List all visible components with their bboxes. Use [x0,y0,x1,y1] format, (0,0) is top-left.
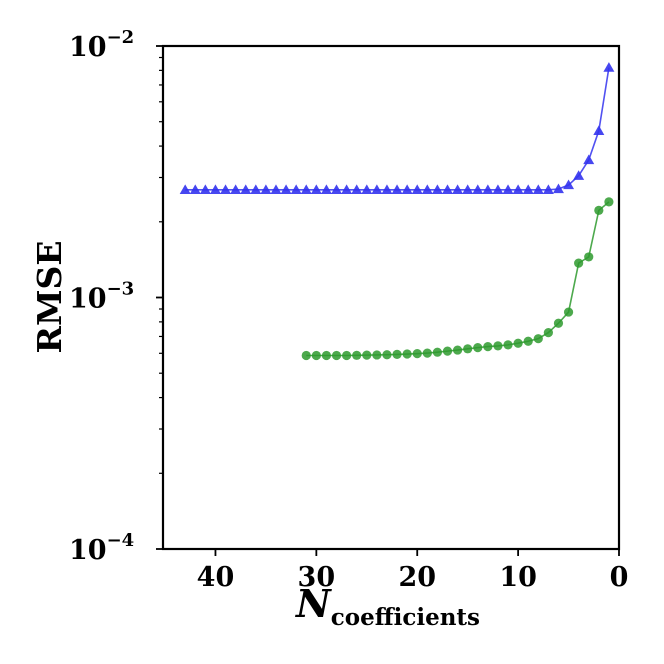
data-point [290,184,302,194]
data-point [372,350,382,360]
series-line [185,67,610,191]
data-point [179,184,191,194]
data-point [542,184,554,194]
x-tick-label: 30 [298,562,336,593]
data-point [412,349,422,359]
x-tick-label: 0 [610,562,629,593]
data-point [382,350,392,360]
data-point [352,350,362,360]
data-point [391,184,403,194]
data-point [392,349,402,359]
data-point [301,350,311,361]
data-point [371,184,383,194]
data-point [573,170,585,180]
data-point [421,184,433,194]
data-point [553,318,564,328]
data-point [574,258,584,268]
data-point [311,350,321,361]
data-point [321,350,332,361]
data-point [552,183,564,194]
x-axis-label: Ncoefficients [295,581,480,631]
data-point [331,184,343,194]
data-point [463,344,473,354]
data-point [483,341,493,352]
data-point [473,343,483,353]
data-point [493,341,503,351]
y-tick-label: 10−2 [69,27,134,63]
data-point [532,184,544,194]
data-point [230,184,242,194]
series-circle [301,197,614,361]
x-tick-label: 10 [499,562,537,593]
data-point [300,184,312,194]
axes-frame [161,44,621,551]
data-point [462,184,474,194]
y-tick-label: 10−4 [69,530,134,566]
data-point [522,184,534,194]
data-point [341,184,353,194]
data-point [452,345,463,355]
data-point [442,346,453,356]
data-point [240,184,252,194]
data-point [199,184,211,194]
data-point [593,125,605,135]
data-point [280,184,292,194]
data-point [189,184,201,194]
data-point [310,184,322,194]
data-point [503,340,513,350]
x-tick-label: 40 [197,562,235,593]
data-point [351,184,363,194]
data-point [432,347,443,357]
data-point [411,184,423,194]
data-point [381,184,393,194]
data-point [584,252,594,262]
series-line [306,201,610,357]
data-point [502,184,514,194]
x-axis-ticks: 40 30 20 10 0 [197,549,629,593]
data-point [482,184,494,194]
data-point [342,350,352,361]
data-point [441,184,453,194]
data-point [563,179,575,190]
y-tick-label: 10−3 [69,279,134,315]
data-point [452,184,464,194]
data-point [331,350,342,361]
x-tick-label: 20 [398,562,436,593]
data-point [270,184,282,194]
data-point [594,205,604,215]
plot-area [161,44,621,551]
data-point [604,197,614,207]
data-point [472,184,484,194]
data-point [422,348,432,358]
y-axis-label: RMSE [30,241,69,354]
data-point [492,184,504,194]
series-triangle [179,62,615,194]
data-point [362,350,372,360]
data-point [250,184,262,194]
data-point [431,184,443,194]
data-point [320,184,332,194]
data-point [220,184,232,194]
data-point [401,184,413,194]
data-point [583,154,595,165]
data-point [512,184,524,194]
data-point [361,184,373,194]
data-point [209,184,221,194]
data-point [563,307,574,317]
data-point [533,334,543,344]
series-layer [179,62,615,361]
data-point [603,62,615,72]
data-point [513,338,523,348]
data-point [543,328,553,338]
data-point [523,336,533,346]
data-point [402,349,412,359]
data-point [260,184,272,194]
y-axis-ticks: 10−4 10−3 10−2 [69,27,163,566]
